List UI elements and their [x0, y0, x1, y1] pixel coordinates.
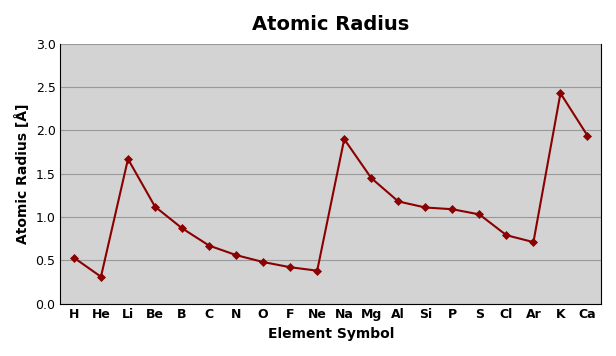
X-axis label: Element Symbol: Element Symbol — [267, 327, 394, 341]
Title: Atomic Radius: Atomic Radius — [252, 15, 410, 34]
Y-axis label: Atomic Radius [Å]: Atomic Radius [Å] — [15, 104, 30, 244]
